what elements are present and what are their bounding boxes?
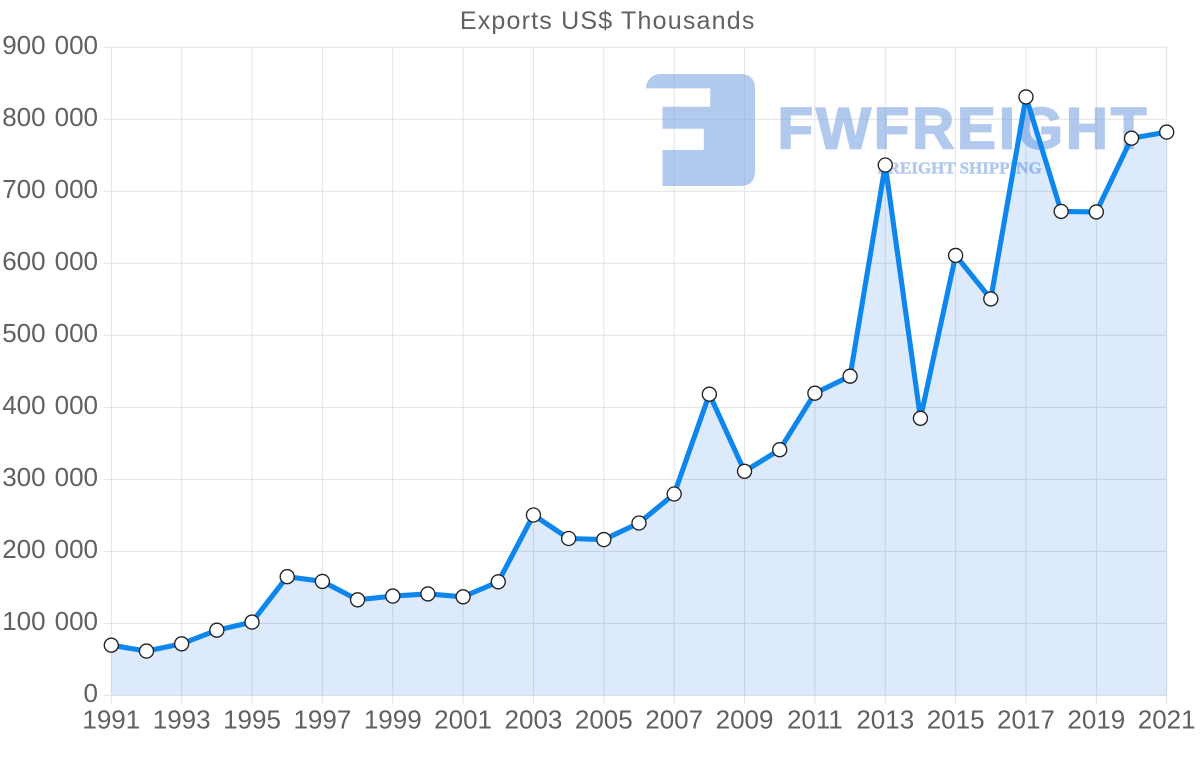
svg-text:1997: 1997: [293, 704, 351, 734]
svg-text:500 000: 500 000: [2, 318, 98, 348]
svg-text:2017: 2017: [997, 704, 1055, 734]
svg-text:2011: 2011: [787, 704, 843, 734]
svg-text:900 000: 900 000: [2, 30, 98, 60]
svg-text:0: 0: [84, 678, 98, 708]
svg-text:1991: 1991: [82, 704, 140, 734]
svg-text:2001: 2001: [434, 704, 492, 734]
svg-text:Exports US$ Thousands: Exports US$ Thousands: [460, 7, 756, 35]
svg-text:2005: 2005: [575, 704, 633, 734]
svg-text:2007: 2007: [645, 704, 703, 734]
svg-text:FREIGHT SHIPPING: FREIGHT SHIPPING: [877, 159, 1042, 178]
svg-text:2003: 2003: [505, 704, 563, 734]
svg-text:2015: 2015: [927, 704, 985, 734]
svg-text:2013: 2013: [856, 704, 914, 734]
svg-text:700 000: 700 000: [2, 174, 98, 204]
svg-text:1993: 1993: [153, 704, 211, 734]
svg-text:2019: 2019: [1067, 704, 1125, 734]
svg-text:600 000: 600 000: [2, 246, 98, 276]
svg-text:200 000: 200 000: [2, 534, 98, 564]
svg-text:100 000: 100 000: [2, 606, 98, 636]
svg-text:800 000: 800 000: [2, 102, 98, 132]
svg-text:300 000: 300 000: [2, 462, 98, 492]
svg-text:FWFREIGHT: FWFREIGHT: [778, 97, 1150, 162]
svg-text:1995: 1995: [223, 704, 281, 734]
svg-text:400 000: 400 000: [2, 390, 98, 420]
svg-text:2021: 2021: [1138, 704, 1196, 734]
svg-text:1999: 1999: [364, 704, 422, 734]
svg-text:2009: 2009: [716, 704, 774, 734]
